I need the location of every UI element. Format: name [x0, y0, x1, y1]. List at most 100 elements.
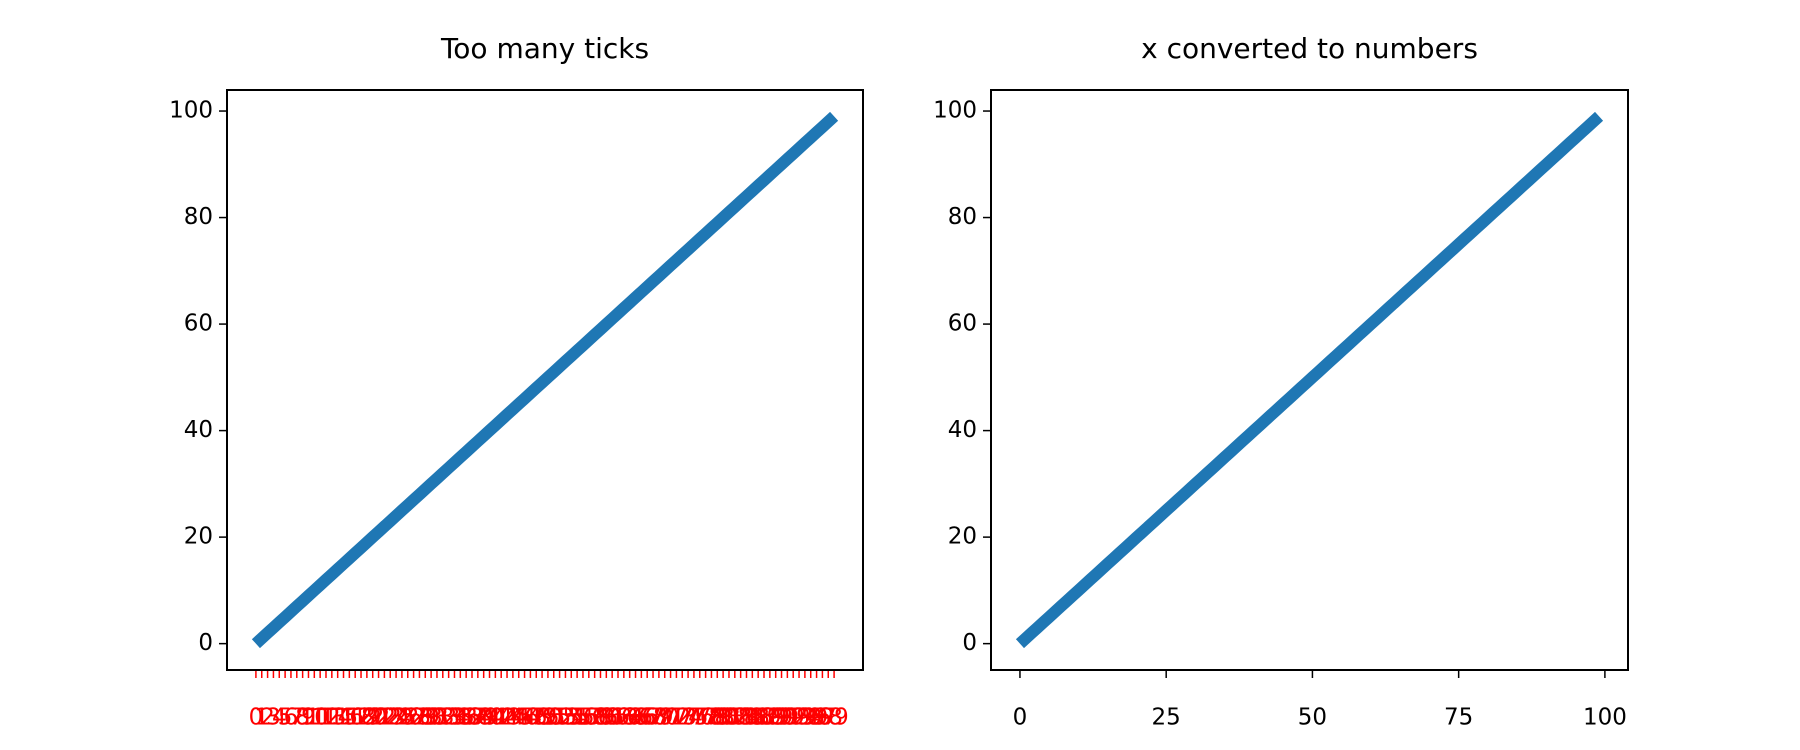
- x-tick-label: 18: [346, 705, 375, 731]
- x-tick-label: 52: [545, 705, 574, 731]
- x-tick-label: 25: [1152, 705, 1181, 731]
- data-line: [1015, 111, 1604, 649]
- x-tick-label: 94: [790, 705, 819, 731]
- x-tick-label: 31: [422, 705, 451, 731]
- x-tick-label: 8: [295, 705, 310, 731]
- x-tick-label: 25: [387, 705, 416, 731]
- x-tick-label: 84: [732, 705, 761, 731]
- y-tick-label: 40: [948, 417, 977, 443]
- data-line: [251, 111, 839, 649]
- x-tick-label: 14: [323, 705, 352, 731]
- x-tick-label: 98: [814, 705, 843, 731]
- x-tick-label: 16: [335, 705, 364, 731]
- x-tick-label: 81: [714, 705, 743, 731]
- x-tick-label: 55: [562, 705, 591, 731]
- x-tick-label: 47: [516, 705, 545, 731]
- chart-title: Too many ticks: [440, 32, 649, 65]
- x-tick-label: 20: [358, 705, 387, 731]
- x-tick-label: 32: [428, 705, 457, 731]
- x-tick-label: 45: [504, 705, 533, 731]
- x-tick-label: 69: [644, 705, 673, 731]
- x-tick-label: 22: [370, 705, 399, 731]
- x-tick-label: 40: [475, 705, 504, 731]
- x-tick-label: 83: [726, 705, 755, 731]
- x-tick-label: 86: [744, 705, 773, 731]
- x-tick-label: 34: [440, 705, 469, 731]
- x-tick-label: 88: [755, 705, 784, 731]
- x-tick-label: 6: [284, 705, 299, 731]
- x-tick-label: 65: [621, 705, 650, 731]
- x-tick-label: 17: [341, 705, 370, 731]
- x-tick-label: 61: [598, 705, 627, 731]
- x-tick-label: 2: [260, 705, 275, 731]
- x-tick-label: 23: [376, 705, 405, 731]
- x-tick-label: 35: [446, 705, 475, 731]
- x-tick-label: 64: [615, 705, 644, 731]
- x-tick-label: 50: [533, 705, 562, 731]
- x-tick-label: 5: [278, 705, 293, 731]
- x-tick-label: 75: [1444, 705, 1473, 731]
- x-tick-label: 11: [306, 705, 335, 731]
- x-tick-label: 29: [411, 705, 440, 731]
- x-tick-label: 87: [749, 705, 778, 731]
- x-tick-label: 78: [697, 705, 726, 731]
- x-tick-label: 1: [254, 705, 269, 731]
- x-tick-label: 33: [434, 705, 463, 731]
- x-tick-label: 59: [586, 705, 615, 731]
- x-tick-label: 68: [638, 705, 667, 731]
- x-tick-label: 71: [656, 705, 685, 731]
- y-tick-label: 0: [198, 630, 213, 656]
- x-tick-label: 0: [249, 705, 264, 731]
- x-tick-label: 53: [551, 705, 580, 731]
- x-tick-label: 80: [708, 705, 737, 731]
- x-tick-label: 42: [487, 705, 516, 731]
- x-tick-label: 57: [574, 705, 603, 731]
- x-tick-label: 26: [393, 705, 422, 731]
- x-tick-label: 60: [592, 705, 621, 731]
- x-tick-label: 58: [580, 705, 609, 731]
- x-tick-label: 27: [399, 705, 428, 731]
- x-tick-label: 66: [627, 705, 656, 731]
- x-tick-label: 99: [819, 705, 848, 731]
- x-tick-label: 12: [311, 705, 340, 731]
- x-tick-label: 9: [301, 705, 316, 731]
- x-tick-label: 91: [773, 705, 802, 731]
- x-tick-label: 90: [767, 705, 796, 731]
- x-tick-label: 74: [673, 705, 702, 731]
- x-tick-label: 43: [492, 705, 521, 731]
- y-tick-label: 80: [184, 204, 213, 230]
- x-tick-label: 10: [300, 705, 329, 731]
- axes-frame: [990, 89, 1629, 671]
- x-tick-label: 73: [668, 705, 697, 731]
- x-tick-label: 39: [469, 705, 498, 731]
- x-tick-label: 7: [289, 705, 304, 731]
- x-tick-label: 70: [650, 705, 679, 731]
- x-tick-label: 24: [381, 705, 410, 731]
- y-tick-label: 20: [948, 524, 977, 550]
- x-tick-label: 15: [329, 705, 358, 731]
- x-tick-label: 97: [808, 705, 837, 731]
- y-tick-label: 100: [933, 98, 977, 124]
- x-tick-label: 76: [685, 705, 714, 731]
- y-tick-label: 20: [184, 524, 213, 550]
- x-tick-label: 56: [568, 705, 597, 731]
- x-tick-label: 63: [609, 705, 638, 731]
- x-tick-label: 46: [510, 705, 539, 731]
- x-tick-label: 3: [266, 705, 281, 731]
- x-tick-label: 48: [522, 705, 551, 731]
- x-tick-label: 77: [691, 705, 720, 731]
- x-tick-label: 13: [317, 705, 346, 731]
- x-tick-label: 36: [452, 705, 481, 731]
- x-tick-label: 50: [1298, 705, 1327, 731]
- x-tick-label: 92: [779, 705, 808, 731]
- y-tick-label: 0: [962, 630, 977, 656]
- x-tick-label: 37: [457, 705, 486, 731]
- y-tick-label: 80: [948, 204, 977, 230]
- x-tick-label: 19: [352, 705, 381, 731]
- x-tick-label: 75: [679, 705, 708, 731]
- x-tick-label: 0: [1013, 705, 1028, 731]
- x-tick-label: 85: [738, 705, 767, 731]
- x-tick-label: 54: [557, 705, 586, 731]
